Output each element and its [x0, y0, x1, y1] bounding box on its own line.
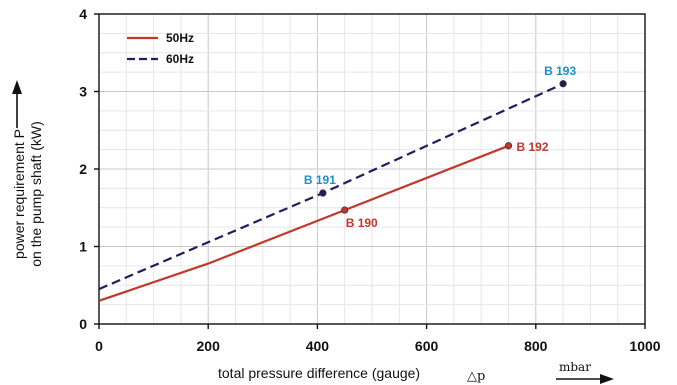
y-tick-label: 2 — [79, 161, 87, 177]
y-axis-title: power requirement P on the pump shaft (k… — [11, 80, 44, 267]
y-tick-label: 3 — [79, 84, 87, 100]
x-axis-unit: mbar — [559, 360, 591, 374]
x-tick-label: 0 — [95, 338, 103, 354]
x-axis-arrow-icon — [600, 374, 614, 384]
data-point-b190 — [341, 206, 349, 214]
y-axis-arrow-icon — [12, 80, 22, 94]
legend: 50Hz 60Hz — [127, 31, 194, 66]
y-axis-label-line1: power requirement P — [11, 129, 27, 259]
x-tick-label: 1000 — [629, 338, 660, 354]
point-annotations: B 190 B 192 B 191 B 193 — [304, 64, 577, 230]
point-label-b192: B 192 — [517, 140, 549, 154]
legend-label-60hz: 60Hz — [166, 52, 194, 66]
point-label-b191: B 191 — [304, 173, 336, 187]
y-tick-label: 1 — [79, 239, 87, 255]
data-point-b192 — [504, 142, 513, 150]
data-points — [319, 80, 567, 214]
point-label-b193: B 193 — [544, 64, 576, 78]
x-tick-label: 600 — [415, 338, 439, 354]
data-point-b193 — [559, 80, 567, 88]
y-tick-label: 0 — [79, 316, 87, 332]
data-point-b191 — [319, 189, 327, 197]
series-line-50hz — [98, 144, 509, 302]
x-axis-symbol: △p — [467, 369, 485, 384]
series-lines — [98, 82, 564, 302]
x-tick-label: 400 — [306, 338, 330, 354]
y-axis-label-line2: on the pump shaft (kW) — [28, 121, 44, 267]
x-tick-label: 200 — [197, 338, 221, 354]
x-axis-label: total pressure difference (gauge) — [218, 365, 420, 381]
x-axis-title: total pressure difference (gauge) △p mba… — [218, 360, 614, 384]
point-label-b190: B 190 — [346, 216, 378, 230]
tick-labels: 0 200 400 600 800 1000 0 1 2 3 4 — [79, 6, 661, 354]
legend-label-50hz: 50Hz — [166, 31, 194, 45]
y-tick-label: 4 — [79, 6, 87, 22]
x-tick-label: 800 — [524, 338, 548, 354]
